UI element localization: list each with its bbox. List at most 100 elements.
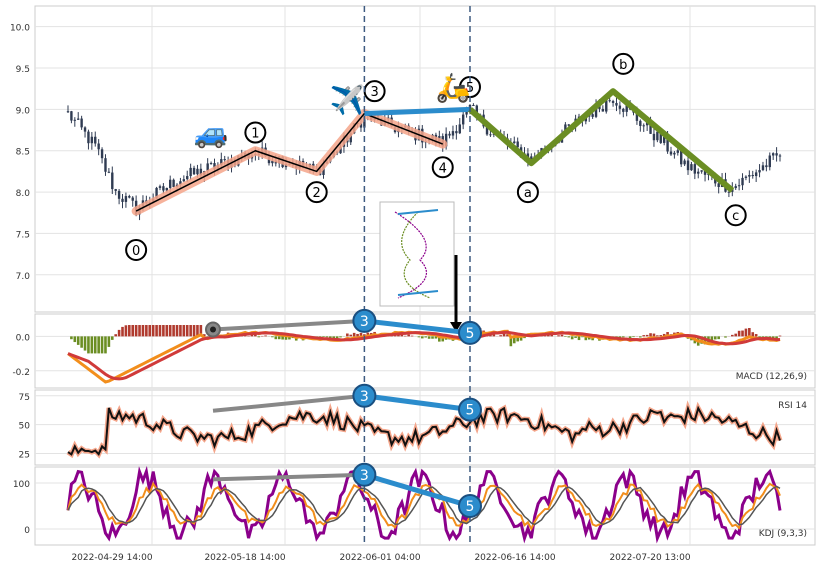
macd-hist-bar <box>135 325 138 336</box>
x-tick-label: 2022-06-16 14:00 <box>474 553 555 563</box>
candle-body <box>700 170 702 171</box>
macd-hist-bar <box>145 325 148 336</box>
indicator-badge-3: 3 <box>353 464 375 486</box>
candle-body <box>97 144 99 150</box>
scooter-icon: 🛵 <box>436 71 471 104</box>
macd-hist-bar <box>755 334 758 336</box>
macd-hist-bar <box>70 336 73 339</box>
candle-body <box>513 141 515 143</box>
macd-hist-bar <box>74 336 77 342</box>
macd-hist-bar <box>741 331 744 337</box>
candle-body <box>738 185 740 186</box>
macd-hist-bar <box>336 336 339 338</box>
candle-body <box>452 131 454 135</box>
candle-body <box>765 165 767 167</box>
wave-label-text: 0 <box>132 244 140 259</box>
wave-label-0: 0 <box>126 240 146 260</box>
wave-label-2: 2 <box>307 182 327 202</box>
candle-body <box>775 153 777 155</box>
macd-hist-bar <box>353 333 356 336</box>
macd-hist-bar <box>77 336 80 345</box>
candle-body <box>656 132 658 140</box>
candle-body <box>114 189 116 191</box>
candle-body <box>118 191 120 199</box>
macd-hist-bar <box>162 325 165 336</box>
macd-hist-bar <box>114 334 117 336</box>
inset-frame <box>380 202 454 306</box>
macd-hist-bar <box>431 336 434 338</box>
candle-body <box>183 179 185 181</box>
candle-body <box>80 119 82 128</box>
macd-hist-bar <box>121 327 124 336</box>
macd-hist-bar <box>281 336 284 339</box>
macd-hist-bar <box>118 330 121 336</box>
macd-hist-bar <box>271 336 274 337</box>
candle-body <box>619 106 621 109</box>
x-tick-label: 2022-05-18 14:00 <box>204 553 285 563</box>
candle-body <box>91 137 93 143</box>
candle-body <box>224 159 226 160</box>
candle-body <box>448 134 450 136</box>
candle-body <box>455 131 457 133</box>
macd-hist-bar <box>578 336 581 340</box>
macd-hist-bar <box>499 335 502 336</box>
wave-label-text: 2 <box>313 186 321 201</box>
macd-hist-bar <box>326 336 329 337</box>
macd-hist-bar <box>131 325 134 336</box>
macd-hist-bar <box>571 336 574 339</box>
macd-hist-bar <box>183 325 186 336</box>
macd-hist-bar <box>108 336 111 347</box>
macd-hist-bar <box>717 336 720 339</box>
candle-body <box>67 111 69 112</box>
macd-hist-bar <box>649 333 652 336</box>
inset-thumbnail <box>380 202 454 306</box>
candle-body <box>196 169 198 174</box>
macd-hist-bar <box>193 325 196 336</box>
candle-body <box>459 124 461 133</box>
macd-hist-bar <box>581 336 584 337</box>
macd-hist-bar <box>731 335 734 337</box>
y-tick-label: 50 <box>19 422 31 432</box>
wave-label-text: 4 <box>439 161 447 176</box>
macd-hist-bar <box>748 328 751 336</box>
macd-hist-bar <box>656 335 659 336</box>
y-tick-label: 9.5 <box>16 65 30 75</box>
macd-hist-bar <box>632 336 635 337</box>
indicator-badge-3: 3 <box>353 310 375 332</box>
wave-label-a: a <box>518 182 538 202</box>
candle-body <box>125 196 127 202</box>
candle-body <box>752 175 754 176</box>
candle-body <box>189 168 191 176</box>
macd-hist-bar <box>91 336 94 353</box>
macd-hist-bar <box>186 325 189 336</box>
macd-hist-bar <box>745 329 748 337</box>
indicator-badge-3: 3 <box>353 385 375 407</box>
macd-hist-bar <box>493 335 496 337</box>
x-tick-label: 2022-07-20 13:00 <box>609 553 690 563</box>
candle-body <box>741 178 743 185</box>
candle-body <box>748 175 750 177</box>
wave-label-text: c <box>732 209 739 224</box>
candle-body <box>745 177 747 178</box>
candle-body <box>489 134 491 135</box>
macd-hist-bar <box>275 336 278 339</box>
candle-body <box>162 186 164 190</box>
candle-body <box>622 109 624 112</box>
macd-hist-bar <box>189 325 192 336</box>
y-tick-label: 75 <box>19 393 30 403</box>
macd-hist-bar <box>172 325 175 336</box>
macd-hist-bar <box>779 336 782 337</box>
macd-hist-bar <box>738 331 741 337</box>
macd-hist-bar <box>142 325 145 336</box>
macd-hist-bar <box>278 336 281 339</box>
macd-hist-bar <box>428 336 431 338</box>
y-tick-label: 10.0 <box>10 24 30 34</box>
candle-body <box>172 180 174 187</box>
indicator-badge-5: 5 <box>459 322 481 344</box>
candle-body <box>84 127 86 131</box>
wave-label-text: b <box>619 58 627 73</box>
macd-hist-bar <box>101 336 104 353</box>
candle-body <box>128 196 130 198</box>
